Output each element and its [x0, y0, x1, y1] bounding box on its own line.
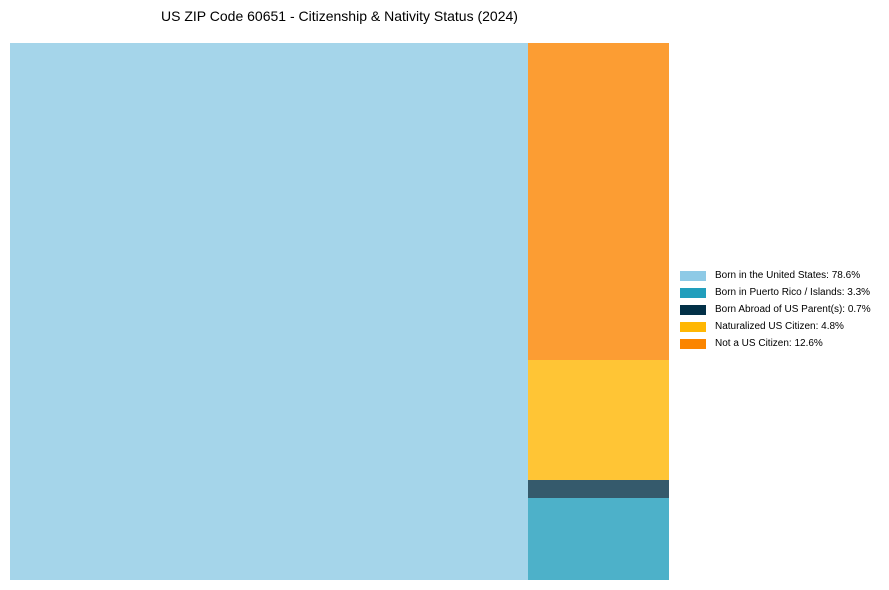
- chart-title: US ZIP Code 60651 - Citizenship & Nativi…: [161, 8, 518, 24]
- legend-label: Naturalized US Citizen: 4.8%: [715, 321, 844, 332]
- tile-born-puerto-rico: [528, 498, 669, 580]
- legend-label: Born Abroad of US Parent(s): 0.7%: [715, 304, 871, 315]
- legend-item-born-in-us: Born in the United States: 78.6%: [680, 267, 871, 284]
- tile-not-us-citizen: [528, 43, 669, 360]
- tile-born-abroad-us-parents: [528, 480, 669, 498]
- legend-label: Born in the United States: 78.6%: [715, 270, 861, 281]
- tile-naturalized-citizen: [528, 360, 669, 480]
- tile-born-in-us: [10, 43, 528, 580]
- legend-swatch: [680, 338, 706, 349]
- legend-label: Not a US Citizen: 12.6%: [715, 338, 823, 349]
- legend-swatch: [680, 304, 706, 315]
- treemap-plot: [10, 43, 669, 580]
- legend-item-born-abroad-us-parents: Born Abroad of US Parent(s): 0.7%: [680, 301, 871, 318]
- legend-label: Born in Puerto Rico / Islands: 3.3%: [715, 287, 871, 298]
- legend-item-born-puerto-rico: Born in Puerto Rico / Islands: 3.3%: [680, 284, 871, 301]
- legend: Born in the United States: 78.6% Born in…: [680, 267, 871, 352]
- legend-item-not-us-citizen: Not a US Citizen: 12.6%: [680, 335, 871, 352]
- legend-swatch: [680, 287, 706, 298]
- legend-swatch: [680, 321, 706, 332]
- legend-swatch: [680, 270, 706, 281]
- legend-item-naturalized-citizen: Naturalized US Citizen: 4.8%: [680, 318, 871, 335]
